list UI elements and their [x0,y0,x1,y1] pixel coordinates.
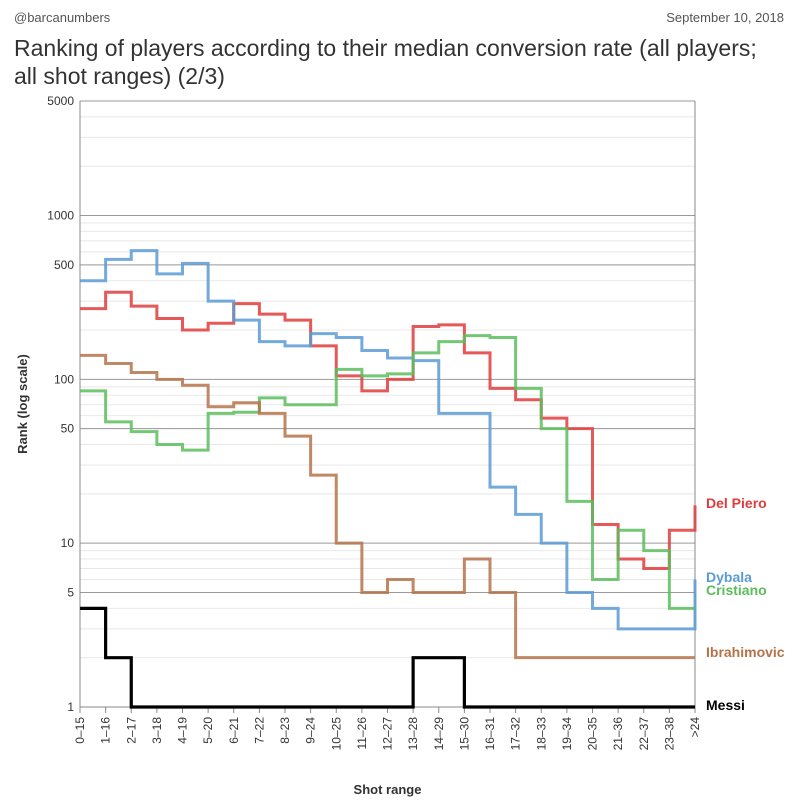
x-tick-label: 0–15 [73,717,87,744]
x-tick-label: 23–38 [662,717,676,751]
x-tick-label: 1–16 [99,717,113,744]
x-tick-label: 11–26 [355,717,369,750]
x-tick-label: 21–36 [611,717,625,751]
x-axis-label: Shot range [354,782,422,797]
x-tick-label: 8–23 [278,717,292,744]
x-tick-label: >24 [688,717,702,738]
x-tick-label: 19–34 [560,717,574,751]
x-tick-label: 4–19 [176,717,190,744]
series-label-messi: Messi [706,697,745,713]
x-tick-label: 15–30 [457,717,471,751]
x-tick-label: 5–20 [201,717,215,744]
series-label-dybala: Dybala [706,569,752,585]
y-tick-label: 500 [54,258,74,272]
x-tick-label: 12–27 [381,717,395,751]
x-tick-label: 16–31 [483,717,497,751]
x-tick-label: 10–25 [329,717,343,751]
y-tick-label: 50 [61,422,75,436]
x-tick-label: 9–24 [304,717,318,744]
y-tick-label: 1 [67,700,74,714]
author-handle: @barcanumbers [14,10,111,25]
x-tick-label: 18–33 [534,717,548,751]
chart-title: Ranking of players according to their me… [14,35,757,89]
x-tick-label: 6–21 [227,717,241,744]
series-line-cristiano [80,334,695,610]
x-tick-label: 17–32 [509,717,523,751]
y-tick-label: 5 [67,585,74,599]
x-tick-label: 2–17 [124,717,138,744]
x-tick-label: 20–35 [586,717,600,751]
series-line-del-piero [80,290,697,571]
series-line-messi [80,606,695,709]
series-label-ibrahimovic: Ibrahimovic [706,644,785,660]
x-tick-label: 7–22 [252,717,266,744]
x-tick-label: 14–29 [432,717,446,751]
y-axis-label: Rank (log scale) [15,354,30,454]
y-tick-label: 1000 [47,209,74,223]
x-tick-label: 13–28 [406,717,420,751]
publish-date: September 10, 2018 [666,10,784,25]
y-tick-label: 5000 [47,94,74,108]
y-tick-label: 10 [61,536,75,550]
series-line-dybala [80,249,697,631]
series-label-cristiano: Cristiano [706,582,767,598]
series-label-del-piero: Del Piero [706,495,767,511]
series-line-ibrahimovic [80,353,695,660]
y-tick-label: 100 [54,372,74,386]
x-tick-label: 22–37 [637,717,651,751]
x-tick-label: 3–18 [150,717,164,744]
